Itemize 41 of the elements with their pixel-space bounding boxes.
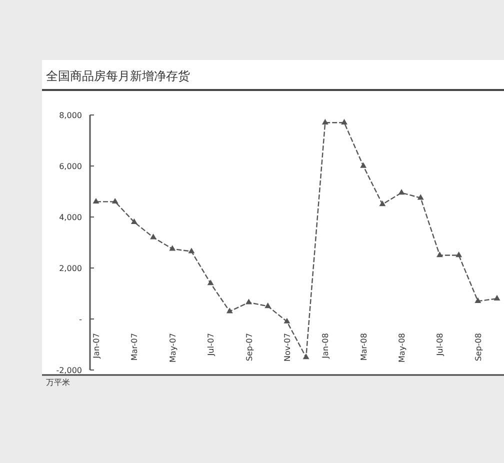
point xyxy=(398,189,405,195)
x-tick-label: Jul-08 xyxy=(436,333,445,357)
x-tick-label: Jan-07 xyxy=(92,333,101,360)
x-tick-label: May-08 xyxy=(398,333,407,362)
point xyxy=(322,118,328,125)
point xyxy=(188,248,195,254)
y-tick-label: 8,000 xyxy=(59,110,82,120)
point xyxy=(130,218,138,224)
x-tick-label: Nov-07 xyxy=(282,333,292,362)
x-tick-label: Jan-08 xyxy=(321,333,330,360)
x-tick-label: Sep-08 xyxy=(474,333,483,362)
y-tick-label: -2,000 xyxy=(56,366,82,375)
x-tick-label: Sep-07 xyxy=(244,333,254,362)
chart-title: 全国商品房每月新增净存货 xyxy=(46,69,190,83)
y-tick-label: 6,000 xyxy=(59,162,82,171)
point xyxy=(417,194,424,200)
point xyxy=(246,298,252,304)
point xyxy=(302,354,310,360)
point xyxy=(360,162,367,168)
x-tick-label: Mar-07 xyxy=(130,333,140,361)
point xyxy=(456,252,462,258)
point xyxy=(92,198,100,204)
point xyxy=(207,280,214,286)
point xyxy=(436,252,443,258)
text: 万平米 xyxy=(46,378,70,387)
point xyxy=(494,294,500,300)
point xyxy=(284,318,290,324)
point xyxy=(226,308,233,314)
point xyxy=(379,200,386,206)
point xyxy=(264,302,272,308)
x-tick-label: May-07 xyxy=(168,333,178,362)
x-tick-label: Jul-07 xyxy=(206,333,216,357)
x-tick-label: Mar-08 xyxy=(359,333,368,361)
point xyxy=(150,234,157,240)
point xyxy=(169,245,176,251)
point xyxy=(341,118,348,125)
y-tick-label: 2,000 xyxy=(59,264,82,273)
y-tick-label: - xyxy=(79,314,82,324)
point xyxy=(474,297,482,304)
point xyxy=(112,198,118,204)
y-tick-label: 4,000 xyxy=(59,212,82,222)
